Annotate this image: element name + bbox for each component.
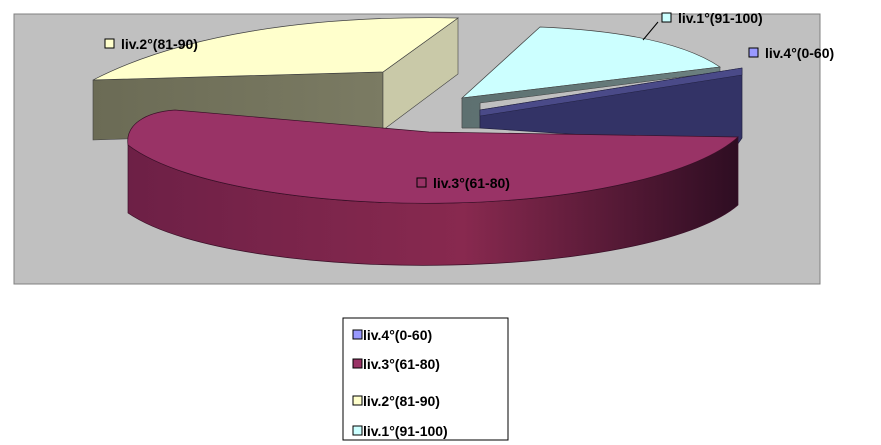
pie-slice-liv-4 xyxy=(479,67,743,146)
label-marker-liv-4 xyxy=(748,47,759,58)
label-marker-liv-2 xyxy=(104,38,115,49)
label-marker-liv-3 xyxy=(416,177,427,188)
data-label-liv-4: liv.4°(0-60) xyxy=(765,45,834,61)
legend-label-liv-1: liv.1°(91-100) xyxy=(363,423,448,439)
legend-marker-liv-4 xyxy=(352,329,363,340)
legend-box xyxy=(342,317,509,441)
legend-marker-liv-3 xyxy=(352,358,363,369)
legend: liv.4°(0-60) liv.3°(61-80) liv.2°(81-90)… xyxy=(342,317,509,441)
legend-label-liv-4: liv.4°(0-60) xyxy=(363,327,432,343)
pie-slice-liv-1-edge xyxy=(461,66,721,129)
legend-label-liv-2: liv.2°(81-90) xyxy=(363,393,440,409)
pie-slice-liv-1-top xyxy=(460,26,721,99)
label-leader-liv-1 xyxy=(642,21,659,41)
legend-marker-liv-2 xyxy=(352,395,363,406)
legend-marker-liv-1 xyxy=(352,425,363,436)
pie-slice-liv-1 xyxy=(460,26,721,129)
label-marker-liv-1 xyxy=(661,12,672,23)
pie-slice-liv-4-top xyxy=(479,67,743,117)
pie-slice-liv-3 xyxy=(127,109,739,266)
data-label-liv-3: liv.3°(61-80) xyxy=(433,175,510,191)
pie-slice-liv-3-top xyxy=(127,109,739,204)
data-label-liv-2: liv.2°(81-90) xyxy=(121,36,198,52)
data-label-liv-1: liv.1°(91-100) xyxy=(678,10,763,26)
pie-slice-liv-2-top xyxy=(92,17,460,81)
legend-label-liv-3: liv.3°(61-80) xyxy=(363,356,440,372)
